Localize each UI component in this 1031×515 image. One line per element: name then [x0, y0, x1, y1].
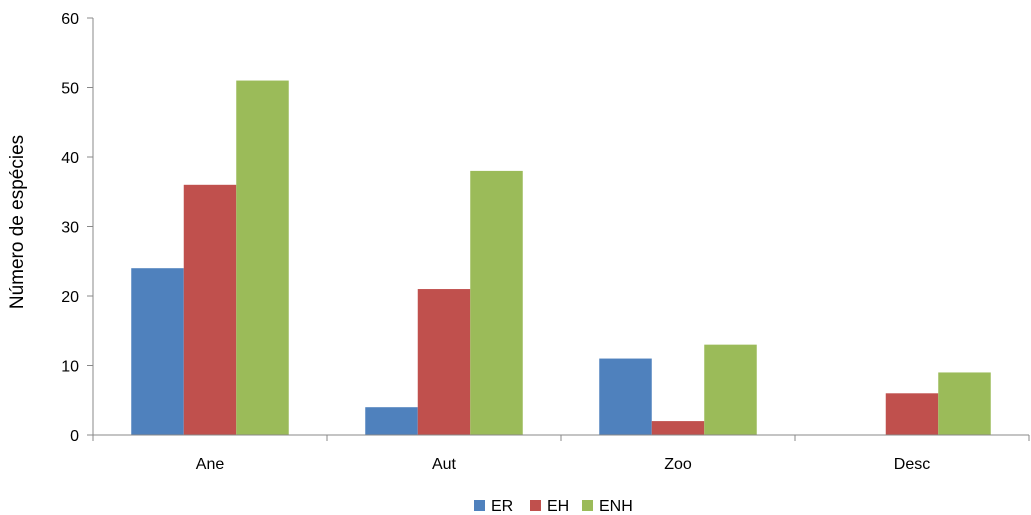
legend-swatch-er [474, 500, 485, 511]
bar-eh-zoo [651, 421, 705, 435]
bar-enh-desc [938, 372, 991, 435]
x-tick-label: Zoo [664, 456, 692, 473]
bar-enh-zoo [704, 344, 757, 435]
y-tick-label: 20 [61, 289, 79, 306]
y-tick-label: 60 [61, 11, 79, 28]
y-axis-title: Número de espécies [7, 135, 28, 309]
legend-swatch-enh [582, 500, 593, 511]
legend-label-eh: EH [547, 498, 569, 515]
bar-eh-desc [885, 393, 939, 435]
bar-er-ane [131, 268, 184, 435]
y-tick-label: 10 [61, 359, 79, 376]
legend-label-er: ER [491, 498, 513, 515]
x-tick-label: Desc [894, 456, 930, 473]
y-tick-label: 50 [61, 81, 79, 98]
bar-er-aut [365, 407, 418, 435]
y-tick-label: 30 [61, 220, 79, 237]
bar-eh-aut [417, 289, 471, 435]
y-tick-label: 0 [70, 428, 79, 445]
bars [131, 80, 991, 436]
bar-enh-aut [470, 170, 523, 435]
legend: ER EH ENH [474, 498, 633, 515]
bar-eh-ane [183, 184, 237, 435]
y-axis-ticks: 0 10 20 30 40 50 60 [61, 11, 93, 445]
x-axis-labels: Ane Aut Zoo Desc [196, 456, 930, 473]
x-tick-label: Ane [196, 456, 225, 473]
x-tick-label: Aut [432, 456, 457, 473]
bar-er-zoo [599, 358, 652, 435]
y-tick-label: 40 [61, 150, 79, 167]
legend-label-enh: ENH [599, 498, 633, 515]
legend-swatch-eh [530, 500, 541, 511]
bar-enh-ane [236, 80, 289, 436]
x-axis-ticks [92, 435, 1030, 441]
